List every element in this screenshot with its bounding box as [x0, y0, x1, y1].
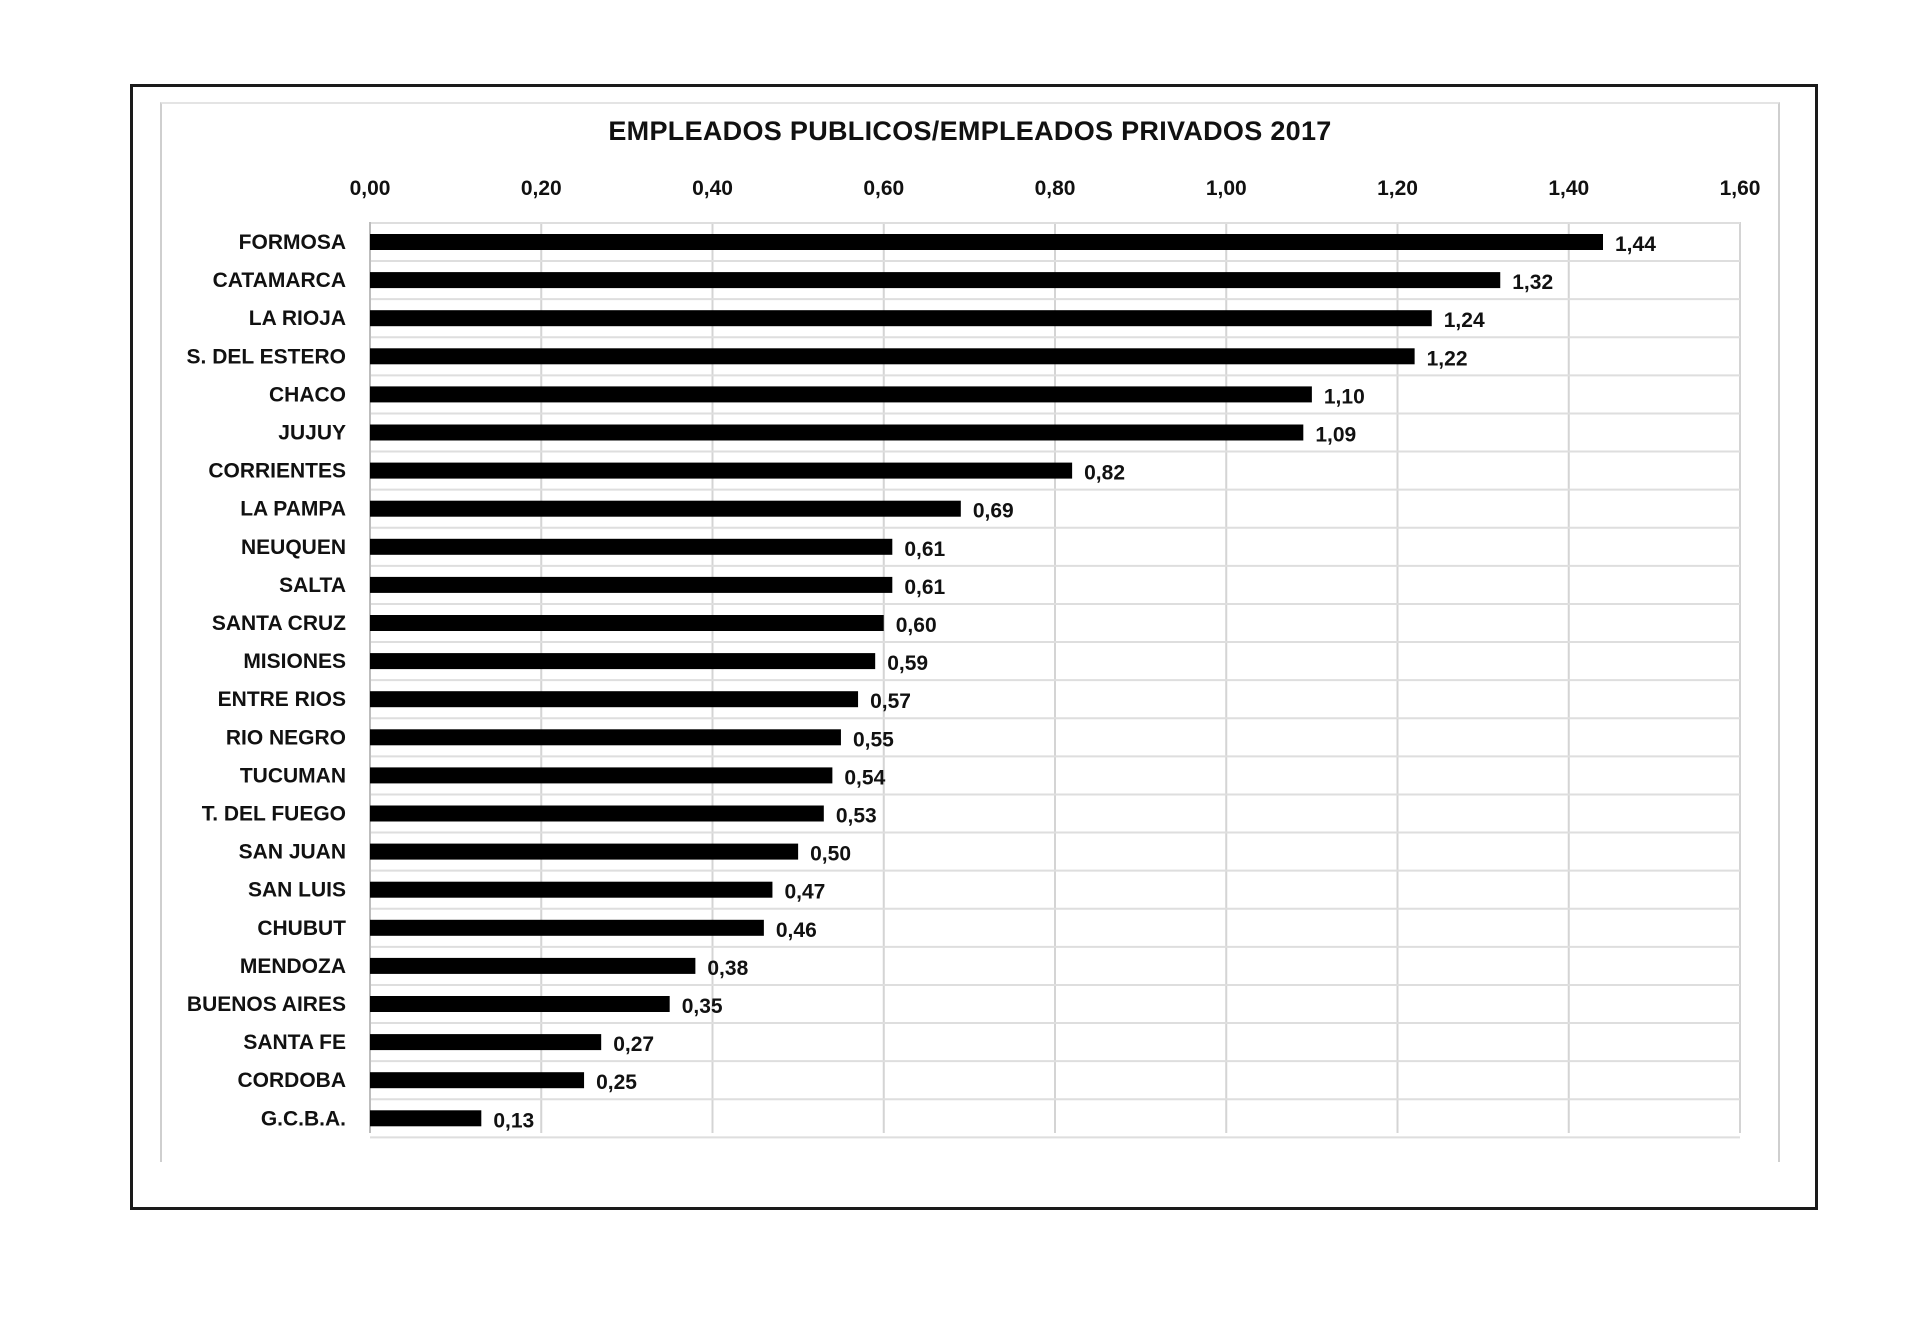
value-label: 0,53 — [836, 805, 877, 828]
category-label: SAN LUIS — [248, 879, 346, 902]
bar — [370, 1034, 602, 1051]
category-label: JUJUY — [278, 422, 346, 445]
value-labels: 1,44 1,32 1,24 1,22 1,10 1,09 0,82 0,69 0,61 0,61… — [493, 233, 1656, 1132]
value-label: 0,69 — [973, 500, 1014, 523]
bar — [370, 615, 884, 631]
value-label: 1,44 — [1615, 233, 1656, 256]
category-label: T. DEL FUEGO — [202, 803, 346, 826]
category-label: ENTRE RIOS — [218, 688, 346, 711]
bar — [370, 805, 824, 822]
category-label: FORMOSA — [239, 231, 346, 254]
bar — [370, 462, 1073, 479]
value-label: 0,27 — [613, 1033, 654, 1056]
category-label: CHACO — [269, 383, 346, 406]
value-label: 0,57 — [870, 690, 911, 713]
bars — [370, 234, 1603, 1127]
value-label: 0,35 — [682, 995, 723, 1018]
bar — [370, 881, 773, 898]
x-tick-label: 0,00 — [350, 177, 391, 200]
category-label: LA RIOJA — [249, 307, 346, 330]
bar — [370, 1072, 585, 1089]
bar — [370, 919, 764, 936]
x-tick-label: 1,40 — [1548, 177, 1589, 200]
x-tick-label: 1,60 — [1720, 177, 1761, 200]
category-label: NEUQUEN — [241, 536, 346, 559]
category-label: SANTA FE — [243, 1031, 346, 1054]
x-tick-label: 0,80 — [1035, 177, 1076, 200]
category-label: S. DEL ESTERO — [187, 345, 346, 368]
category-label: RIO NEGRO — [226, 726, 346, 749]
bar — [370, 691, 859, 708]
x-tick-label: 1,00 — [1206, 177, 1247, 200]
value-label: 0,13 — [493, 1109, 534, 1132]
value-label: 0,55 — [853, 728, 894, 751]
category-label: SAN JUAN — [239, 841, 346, 864]
value-label: 0,46 — [776, 919, 817, 942]
bar — [370, 843, 799, 860]
category-label: CORDOBA — [238, 1069, 347, 1092]
bar — [370, 348, 1415, 365]
bar — [370, 729, 841, 746]
x-axis-ticks: 0,00 0,20 0,40 0,60 0,80 1,00 1,20 1,40 1,60 — [350, 177, 1761, 200]
category-label: CATAMARCA — [213, 269, 346, 292]
value-label: 1,24 — [1444, 309, 1485, 332]
value-label: 0,25 — [596, 1071, 637, 1094]
bar — [370, 1110, 482, 1127]
bar — [370, 653, 876, 670]
category-label: CHUBUT — [257, 917, 346, 940]
category-label: MENDOZA — [240, 955, 346, 978]
category-label: LA PAMPA — [240, 498, 346, 521]
bar — [370, 272, 1501, 289]
x-tick-label: 0,40 — [692, 177, 733, 200]
value-label: 1,10 — [1324, 385, 1365, 408]
chart-title: EMPLEADOS PUBLICOS/EMPLEADOS PRIVADOS 20… — [608, 116, 1332, 146]
value-label: 1,09 — [1315, 424, 1356, 447]
x-tick-label: 1,20 — [1377, 177, 1418, 200]
category-label: BUENOS AIRES — [187, 993, 346, 1016]
category-label: MISIONES — [243, 650, 346, 673]
category-label: SANTA CRUZ — [212, 612, 346, 635]
bar — [370, 424, 1304, 441]
x-tick-label: 0,20 — [521, 177, 562, 200]
bar — [370, 957, 696, 974]
plot-panel — [160, 102, 1780, 1162]
bar — [370, 538, 893, 555]
value-label: 1,22 — [1427, 347, 1468, 370]
value-label: 0,60 — [896, 614, 937, 637]
bar — [370, 234, 1603, 250]
category-label: SALTA — [279, 574, 346, 597]
value-label: 0,61 — [904, 576, 945, 599]
category-label: TUCUMAN — [240, 764, 346, 787]
category-label: G.C.B.A. — [261, 1107, 346, 1130]
value-label: 0,82 — [1084, 462, 1125, 485]
value-label: 0,47 — [784, 881, 825, 904]
value-label: 0,61 — [904, 538, 945, 561]
category-label: CORRIENTES — [208, 460, 346, 483]
bar — [370, 767, 833, 784]
x-tick-label: 0,60 — [863, 177, 904, 200]
value-label: 1,32 — [1512, 271, 1553, 294]
category-labels: FORMOSA CATAMARCA LA RIOJA S. DEL ESTERO CHA… — [187, 231, 347, 1130]
gridlines — [369, 221, 1741, 1139]
value-label: 0,59 — [887, 652, 928, 675]
bar — [370, 386, 1312, 403]
bar — [370, 310, 1432, 327]
bar — [370, 500, 961, 517]
bar — [370, 576, 893, 593]
value-label: 0,54 — [844, 766, 885, 789]
value-label: 0,38 — [707, 957, 748, 980]
value-label: 0,50 — [810, 843, 851, 866]
bar — [370, 996, 670, 1012]
